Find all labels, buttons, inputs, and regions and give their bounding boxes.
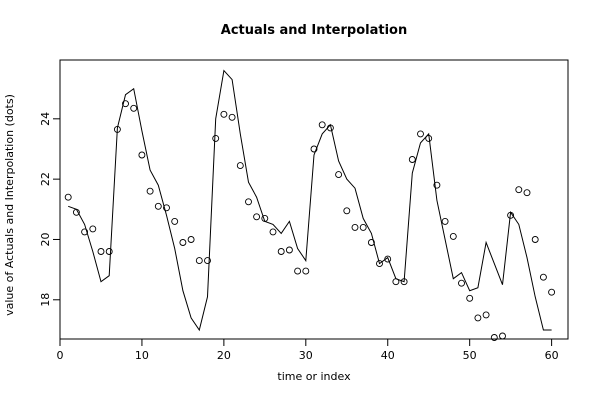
x-tick-label: 50	[463, 349, 477, 362]
actual-point	[130, 104, 138, 112]
actual-point	[154, 202, 162, 210]
actual-point	[335, 171, 343, 179]
actual-point	[294, 267, 302, 275]
actual-point	[515, 186, 523, 194]
actual-point	[64, 193, 72, 201]
actual-point	[253, 213, 261, 221]
actual-point	[376, 260, 383, 268]
actual-point	[408, 156, 416, 163]
actual-point	[146, 187, 154, 195]
y-tick-label: 24	[39, 112, 52, 126]
actual-point	[302, 267, 310, 275]
actual-point	[236, 162, 244, 170]
x-axis-label: time or index	[277, 370, 351, 383]
actual-point	[245, 198, 252, 206]
actual-point	[122, 100, 129, 108]
actual-point	[261, 214, 269, 222]
y-axis-label: value of Actuals and Interpolation (dots…	[3, 94, 16, 316]
actual-point	[433, 181, 441, 189]
actual-point	[277, 248, 285, 255]
x-tick-label: 60	[545, 349, 559, 362]
actual-point	[171, 217, 179, 225]
actual-point	[187, 236, 195, 243]
actual-point	[548, 288, 556, 296]
actual-point	[359, 223, 367, 231]
actual-point	[204, 257, 211, 265]
actual-point	[482, 311, 490, 319]
actual-point	[285, 246, 293, 254]
actual-point	[499, 332, 506, 340]
actual-point	[392, 278, 400, 286]
actual-point	[531, 236, 539, 243]
actual-point	[417, 130, 424, 138]
actual-point	[441, 217, 449, 225]
actual-point	[163, 204, 170, 212]
plot-frame	[59, 59, 569, 340]
actual-point	[523, 189, 531, 197]
actual-point	[269, 228, 277, 236]
actual-point	[367, 239, 375, 246]
actual-point	[343, 207, 351, 215]
actual-point	[179, 239, 187, 246]
actual-point	[105, 248, 113, 255]
actual-point	[89, 225, 97, 233]
actual-point	[449, 232, 457, 240]
x-tick-label: 20	[217, 349, 231, 362]
actual-point	[384, 255, 392, 263]
chart-title: Actuals and Interpolation	[221, 23, 407, 38]
actual-point	[195, 257, 203, 265]
actual-point	[310, 145, 318, 153]
y-tick-label: 20	[39, 232, 52, 246]
actual-point	[81, 228, 89, 236]
actual-point	[400, 278, 408, 286]
actual-point	[220, 110, 228, 118]
actual-point	[425, 134, 433, 142]
actual-point	[507, 211, 515, 219]
actual-point	[138, 151, 146, 159]
actual-point	[466, 294, 474, 302]
y-tick-label: 22	[39, 172, 52, 186]
actual-point	[97, 248, 105, 255]
actual-point	[72, 208, 80, 216]
y-axis: 18 20 22 24	[39, 112, 60, 307]
actual-point	[458, 279, 465, 287]
actual-point	[474, 314, 482, 322]
actual-point	[113, 125, 121, 133]
actual-point	[539, 273, 547, 281]
x-axis: 0 10 20 30 40 50 60	[57, 339, 559, 362]
actual-point	[351, 223, 359, 231]
x-tick-label: 30	[299, 349, 313, 362]
y-tick-label: 18	[39, 293, 52, 307]
actual-point	[228, 113, 236, 121]
actual-point	[318, 121, 326, 129]
interpolation-line	[68, 69, 552, 332]
actual-point	[490, 334, 498, 341]
x-tick-label: 10	[135, 349, 149, 362]
x-tick-label: 0	[57, 349, 64, 362]
actual-point	[212, 134, 220, 142]
actual-point	[326, 124, 334, 132]
x-tick-label: 40	[381, 349, 395, 362]
series-layer	[64, 69, 556, 341]
